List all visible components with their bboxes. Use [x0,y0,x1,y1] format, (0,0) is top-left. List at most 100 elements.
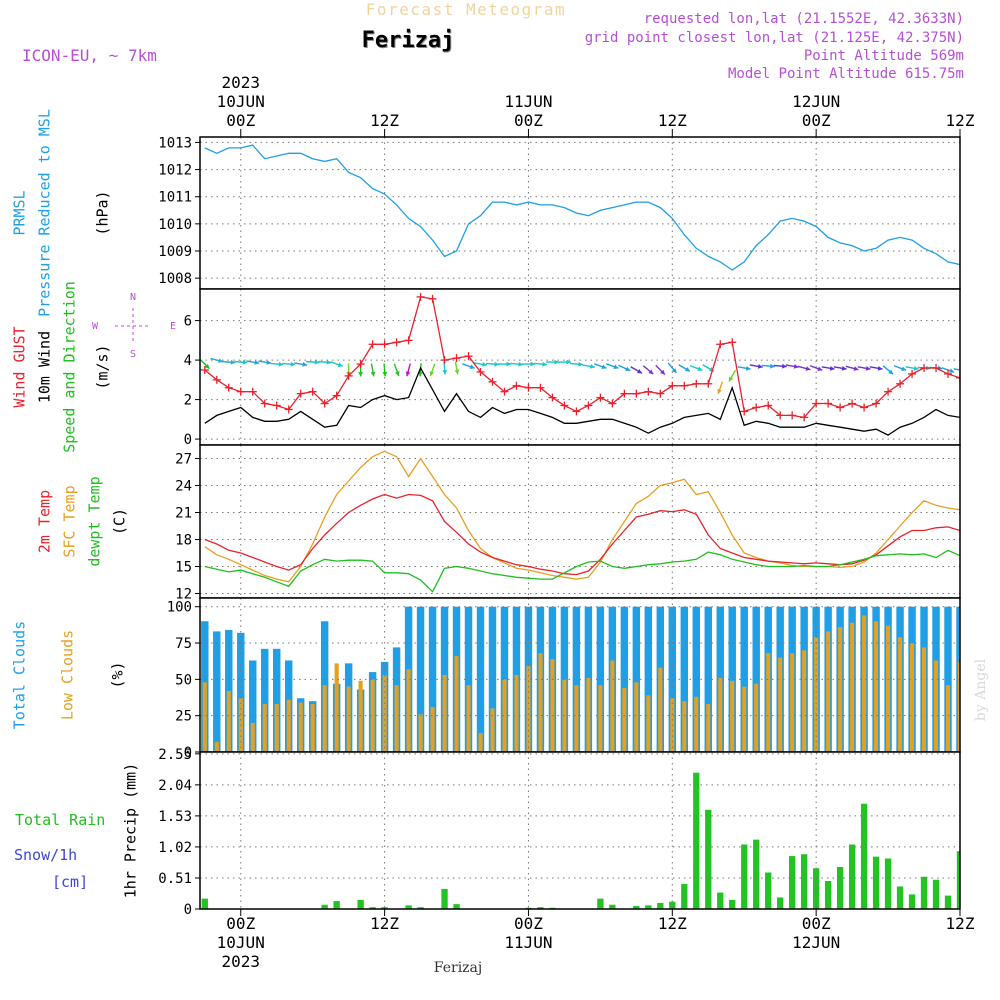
bar [417,907,424,909]
wind-arrow [306,359,320,365]
bar [754,683,759,752]
gust-marker [752,403,761,412]
bar [740,606,748,752]
bar [908,894,916,909]
wind-arrow [857,365,871,371]
wind-arrow [569,361,583,367]
plot-area [200,137,960,289]
bar [274,704,279,752]
bar [321,904,328,909]
bar [357,899,364,909]
bar [514,675,519,752]
bar [956,851,960,909]
wind-arrow [382,363,388,377]
wind-arrow [545,359,559,365]
gust-marker [632,389,641,398]
bar [848,844,856,909]
bar [944,895,952,909]
gust-marker [776,411,785,420]
gust-marker [956,373,960,382]
bar [394,685,399,752]
bar [596,606,605,752]
series-layer [200,292,1000,436]
gust-marker [872,399,881,408]
wind-arrow [797,365,811,371]
panel-clouds: 0 25 50 75 100 Total Clouds Low Clouds (%) [11,597,961,761]
axis-label: (m/s) [94,344,112,389]
gust-marker [416,292,425,301]
bar [898,637,903,752]
gust-marker [812,399,821,408]
axis-label: Total Clouds [11,621,29,729]
bar [430,706,435,752]
wind-arrow [970,366,975,379]
bottom-time-label: 2023 [221,952,260,971]
axis-label: SFC Temp [61,485,79,557]
axis-label: Speed and Direction [61,281,79,453]
gust-marker [644,387,653,396]
series-line-wind-0 [204,366,960,436]
wind-arrow [405,363,411,377]
bar [693,772,700,909]
wind-arrow [953,368,960,371]
plot-area [200,752,960,909]
gust-marker [884,387,893,396]
gust-marker [344,371,353,380]
bar [405,905,412,909]
bar [766,653,771,752]
y-tick-label: 1010 [158,217,192,233]
y-tick-label: 100 [167,600,192,616]
bar [202,682,207,752]
gust-marker [200,365,209,374]
bar [704,606,712,752]
bar [213,631,221,752]
panel-pressure: 1008 1009 1010 1011 1012 1013 PRMSL Pressure Re… [11,109,961,317]
gust-marker [572,407,581,416]
bar-series-total-rain [201,772,960,909]
series-line-temperature-1 [204,493,960,576]
wind-arrow [330,361,344,368]
bar [597,898,604,909]
top-time-label: 10JUN [217,92,265,111]
bar [574,685,579,752]
series-layer [204,144,960,271]
plot-area [200,445,960,598]
super-title: Forecast Meteogram [366,0,566,19]
wind-arrow [234,359,248,365]
gust-marker [428,294,437,303]
bar [753,839,760,909]
compass-letter: E [170,321,176,332]
wind-arrow [821,365,835,371]
bar [442,675,447,752]
gust-marker [224,383,233,392]
bar [464,606,473,752]
y-tick-label: 0.51 [158,871,192,887]
axis-label: 10m Wind [36,331,54,403]
bar [644,606,653,752]
bottom-time-label: 00Z [802,914,831,933]
y-tick-label: 2.55 [158,747,192,763]
gust-marker [992,340,1000,348]
bar [441,888,448,909]
model-label: ICON-EU, ~ 7km [22,46,157,65]
bar [836,867,844,909]
gust-marker [980,352,988,360]
y-tick-label: 0 [184,432,192,448]
gust-marker [272,401,281,410]
gust-marker [836,403,845,412]
wind-arrow [222,359,236,365]
bar [812,868,820,909]
grid [200,137,961,289]
bar [537,907,544,909]
wind-arrow [581,364,595,369]
wind-arrow [282,361,296,367]
bar [418,714,423,752]
bar [778,657,783,752]
axis-label: (C) [111,508,129,535]
wind-arrow [246,360,260,365]
bar [802,650,807,752]
wind-arrow [893,365,907,371]
wind-arrow [809,365,823,371]
bar [932,879,940,909]
